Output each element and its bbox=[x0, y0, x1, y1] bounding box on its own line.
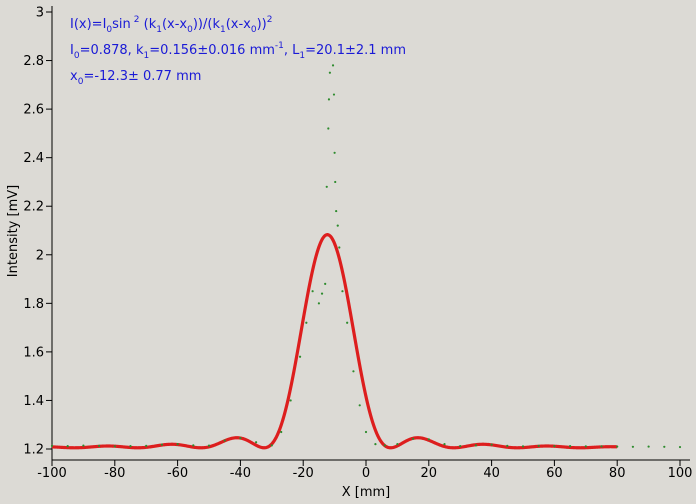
x-tick-label: -40 bbox=[230, 466, 251, 481]
data-point bbox=[616, 445, 619, 448]
data-point bbox=[537, 444, 540, 447]
data-point bbox=[332, 93, 336, 96]
x-tick-label: -60 bbox=[167, 466, 188, 481]
formula-line: I(x)=I0sin 2 (k1(x-x0))/(k1(x-x0))2 bbox=[70, 15, 273, 35]
fit-curve-series bbox=[51, 233, 619, 450]
data-point bbox=[320, 292, 324, 295]
fit-params-line: I0=0.878, k1=0.156±0.016 mm-1, L1=20.1±2… bbox=[70, 41, 406, 61]
x-tick-label: 80 bbox=[609, 466, 626, 481]
data-point bbox=[383, 444, 386, 447]
data-point bbox=[474, 444, 477, 447]
y-tick-label: 1.4 bbox=[23, 394, 44, 409]
data-point bbox=[113, 445, 116, 448]
y-axis-title: Intensity [mV] bbox=[6, 185, 21, 277]
x-tick-label: 60 bbox=[546, 466, 563, 481]
data-point bbox=[280, 430, 283, 434]
data-point bbox=[663, 445, 666, 448]
x-ticks: -100 -80 -60 -40 -20 0 20 40 60 80 100 bbox=[37, 460, 692, 481]
y-tick-label: 2.4 bbox=[23, 151, 44, 166]
x0-line: x0=-12.3± 0.77 mm bbox=[70, 69, 201, 87]
y-tick-label: 2.2 bbox=[23, 200, 44, 215]
data-point bbox=[270, 444, 273, 447]
data-point bbox=[207, 444, 211, 447]
y-tick-label: 1.6 bbox=[23, 345, 44, 360]
data-point bbox=[346, 321, 349, 324]
y-ticks: 1.2 1.4 1.6 1.8 2 2.2 2.4 2.6 2.8 3 bbox=[23, 6, 52, 458]
data-point bbox=[584, 445, 587, 448]
data-point bbox=[352, 370, 355, 373]
data-point bbox=[358, 404, 361, 407]
x-tick-label: -20 bbox=[293, 466, 314, 481]
data-point bbox=[364, 430, 368, 434]
data-point bbox=[490, 443, 493, 446]
y-tick-label: 3 bbox=[36, 6, 44, 21]
fit-annotation: I(x)=I0sin 2 (k1(x-x0))/(k1(x-x0))2 I0=0.… bbox=[70, 15, 406, 87]
data-point bbox=[325, 185, 328, 188]
x-tick-label: 40 bbox=[483, 466, 500, 481]
data-point bbox=[317, 302, 320, 305]
data-point bbox=[333, 151, 336, 154]
data-point bbox=[223, 439, 226, 442]
x-tick-label: 100 bbox=[668, 466, 693, 481]
data-point bbox=[506, 444, 509, 447]
data-point bbox=[459, 444, 462, 448]
data-point bbox=[160, 443, 163, 446]
data-point bbox=[427, 438, 430, 441]
data-point bbox=[176, 443, 179, 446]
y-tick-label: 2.6 bbox=[23, 103, 44, 118]
x-tick-label: -100 bbox=[37, 466, 67, 481]
data-point bbox=[305, 321, 308, 324]
y-tick-label: 2.8 bbox=[23, 54, 44, 69]
data-point bbox=[336, 224, 339, 227]
data-point bbox=[600, 445, 603, 448]
data-point bbox=[324, 282, 327, 286]
data-point bbox=[327, 98, 331, 101]
y-tick-label: 1.8 bbox=[23, 297, 44, 312]
data-point bbox=[311, 290, 314, 293]
data-point bbox=[82, 444, 85, 447]
x-axis-title: X [mm] bbox=[342, 485, 391, 500]
data-point bbox=[521, 445, 525, 448]
data-point bbox=[341, 290, 344, 293]
data-point bbox=[327, 127, 330, 130]
data-point bbox=[145, 444, 148, 447]
data-point bbox=[553, 444, 556, 448]
data-point bbox=[328, 71, 331, 74]
data-point bbox=[412, 437, 415, 440]
data-point bbox=[298, 355, 302, 358]
data-point bbox=[335, 209, 338, 213]
y-tick-label: 1.2 bbox=[23, 443, 44, 458]
data-point bbox=[569, 444, 572, 448]
data-point bbox=[239, 436, 242, 440]
data-points-series bbox=[50, 64, 682, 449]
data-point bbox=[289, 399, 292, 402]
data-point bbox=[678, 445, 682, 449]
x-tick-label: 20 bbox=[421, 466, 438, 481]
data-point bbox=[192, 444, 195, 447]
data-point bbox=[334, 180, 337, 184]
data-point bbox=[374, 443, 377, 446]
data-point bbox=[50, 444, 54, 447]
data-point bbox=[631, 445, 635, 448]
x-tick-label: -80 bbox=[104, 466, 125, 481]
x-tick-label: 0 bbox=[362, 466, 370, 481]
data-point bbox=[647, 445, 650, 448]
data-point bbox=[129, 444, 132, 448]
y-tick-label: 2 bbox=[36, 248, 44, 263]
axes bbox=[51, 6, 690, 461]
fit-curve-line bbox=[51, 233, 619, 450]
data-point bbox=[443, 443, 446, 446]
data-point bbox=[331, 64, 335, 67]
data-point bbox=[98, 444, 101, 447]
data-point bbox=[66, 444, 69, 448]
data-point bbox=[396, 443, 399, 446]
data-point bbox=[338, 246, 341, 249]
data-point bbox=[255, 441, 258, 444]
